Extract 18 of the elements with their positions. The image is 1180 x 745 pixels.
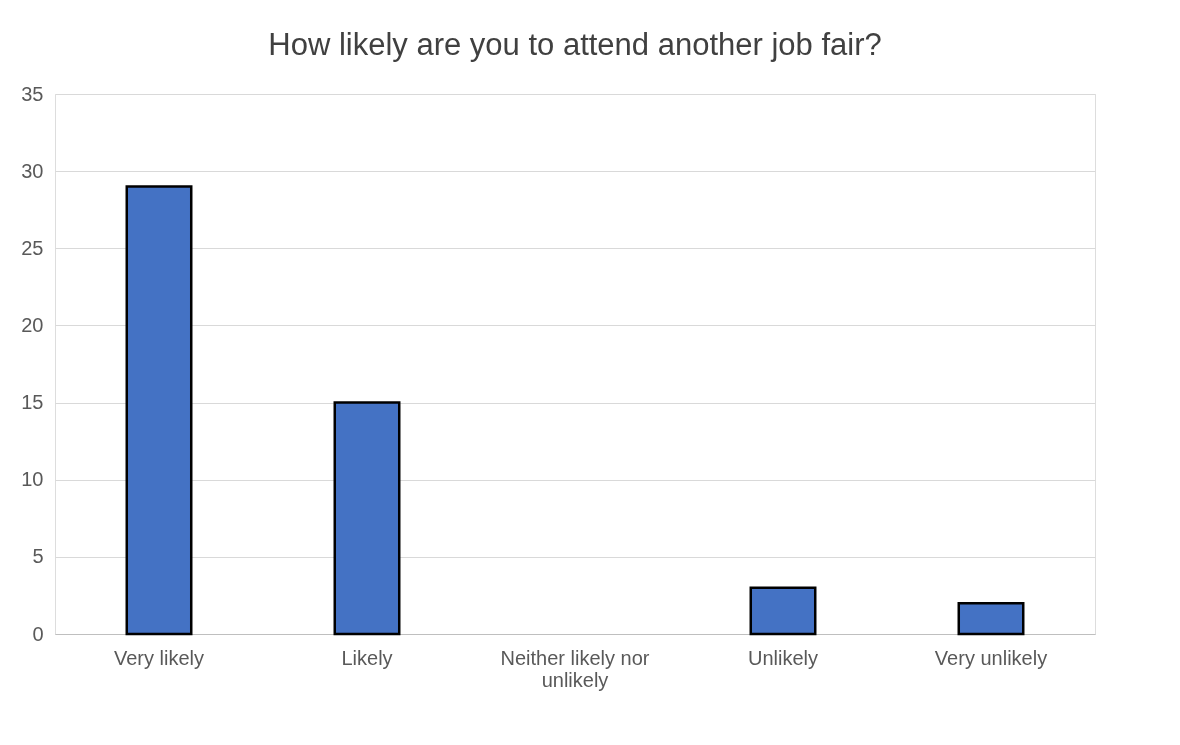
bar <box>333 401 401 636</box>
y-tick-label: 10 <box>21 468 44 491</box>
x-tick-label: Likely <box>341 646 393 669</box>
y-tick-label: 0 <box>32 622 44 645</box>
bar <box>957 601 1025 636</box>
chart-title: How likely are you to attend another job fair? <box>268 27 882 62</box>
x-tick-label: Neither likely nor unlikely <box>500 646 650 691</box>
y-tick-label: 30 <box>21 159 44 182</box>
y-tick-label: 25 <box>21 236 44 259</box>
y-tick-label: 35 <box>21 82 44 105</box>
y-tick-label: 20 <box>21 313 44 336</box>
x-tick-label: Very unlikely <box>934 646 1048 669</box>
y-tick-label: 5 <box>32 545 44 568</box>
bar <box>125 185 193 636</box>
x-tick-label: Unlikely <box>747 646 819 669</box>
y-tick-label: 15 <box>21 391 44 414</box>
bar <box>749 586 817 636</box>
x-tick-label: Very likely <box>113 646 205 669</box>
